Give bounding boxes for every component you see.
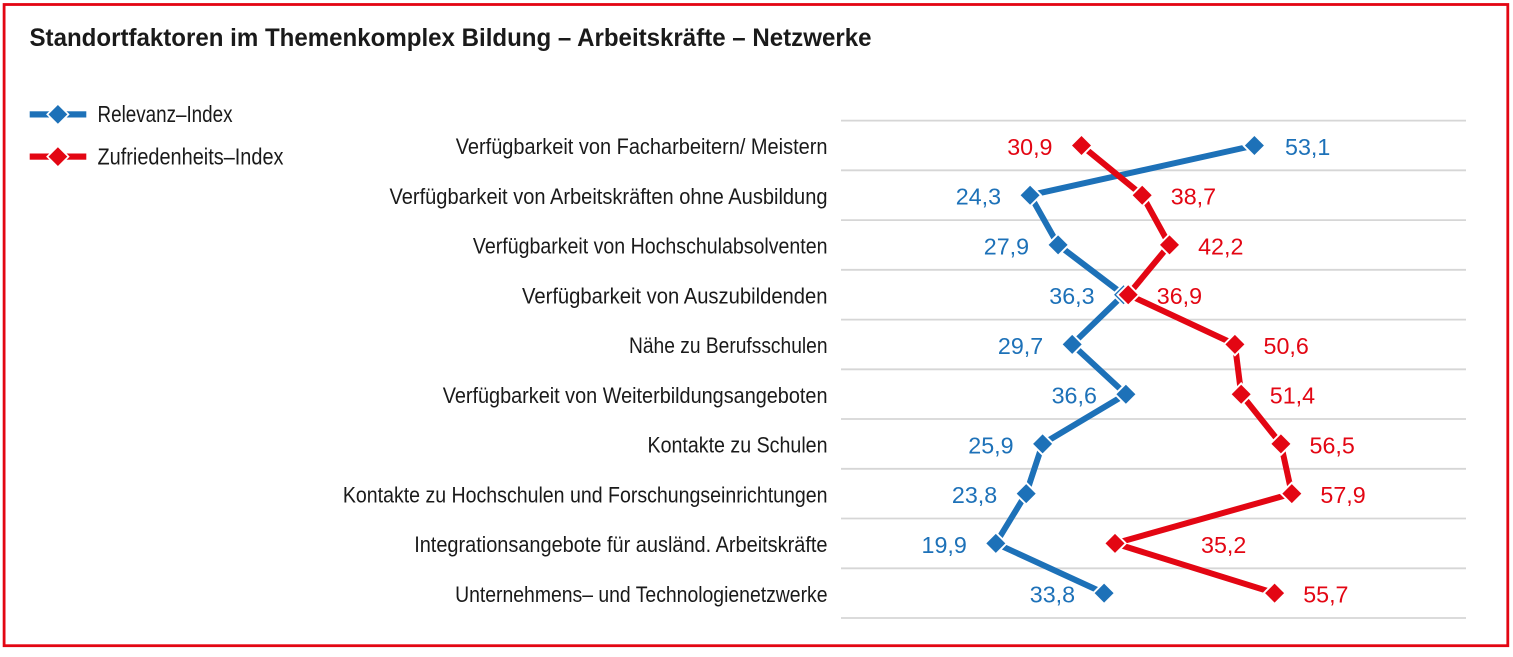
svg-text:38,7: 38,7 [1171, 184, 1216, 210]
svg-text:51,4: 51,4 [1270, 383, 1315, 409]
svg-text:42,2: 42,2 [1198, 233, 1243, 259]
svg-text:Nähe zu Berufsschulen: Nähe zu Berufsschulen [629, 333, 828, 358]
svg-text:53,1: 53,1 [1285, 134, 1330, 160]
svg-text:23,8: 23,8 [952, 482, 997, 508]
svg-text:Integrationsangebote für auslä: Integrationsangebote für ausländ. Arbeit… [414, 532, 827, 557]
svg-text:56,5: 56,5 [1310, 432, 1355, 458]
svg-text:36,9: 36,9 [1157, 283, 1202, 309]
svg-text:35,2: 35,2 [1201, 532, 1246, 558]
svg-text:Relevanz–Index: Relevanz–Index [98, 101, 233, 127]
svg-text:25,9: 25,9 [968, 432, 1013, 458]
svg-text:Standortfaktoren im Themenkomp: Standortfaktoren im Themenkomplex Bildun… [30, 25, 872, 52]
svg-text:36,3: 36,3 [1049, 283, 1094, 309]
svg-text:Verfügbarkeit von Hochschulabs: Verfügbarkeit von Hochschulabsolventen [473, 234, 828, 259]
svg-text:33,8: 33,8 [1030, 582, 1075, 608]
svg-text:30,9: 30,9 [1007, 134, 1052, 160]
svg-text:Kontakte zu Hochschulen und Fo: Kontakte zu Hochschulen und Forschungsei… [343, 482, 828, 507]
svg-text:55,7: 55,7 [1303, 582, 1348, 608]
svg-text:Verfügbarkeit von Arbeitskräft: Verfügbarkeit von Arbeitskräften ohne Au… [390, 184, 828, 209]
svg-text:29,7: 29,7 [998, 333, 1043, 359]
svg-text:Verfügbarkeit von Auszubildend: Verfügbarkeit von Auszubildenden [522, 283, 828, 308]
svg-text:36,6: 36,6 [1052, 383, 1097, 409]
svg-text:Kontakte zu Schulen: Kontakte zu Schulen [648, 433, 828, 458]
svg-text:24,3: 24,3 [956, 184, 1001, 210]
svg-text:19,9: 19,9 [922, 532, 967, 558]
svg-text:Zufriedenheits–Index: Zufriedenheits–Index [98, 143, 284, 169]
svg-text:Verfügbarkeit von Facharbeiter: Verfügbarkeit von Facharbeitern/ Meister… [456, 134, 828, 159]
svg-text:50,6: 50,6 [1264, 333, 1309, 359]
svg-text:Verfügbarkeit von Weiterbildun: Verfügbarkeit von Weiterbildungsangebote… [443, 383, 828, 408]
svg-text:Unternehmens– und Technologien: Unternehmens– und Technologienetzwerke [455, 582, 827, 607]
svg-text:57,9: 57,9 [1320, 482, 1365, 508]
svg-text:27,9: 27,9 [984, 233, 1029, 259]
